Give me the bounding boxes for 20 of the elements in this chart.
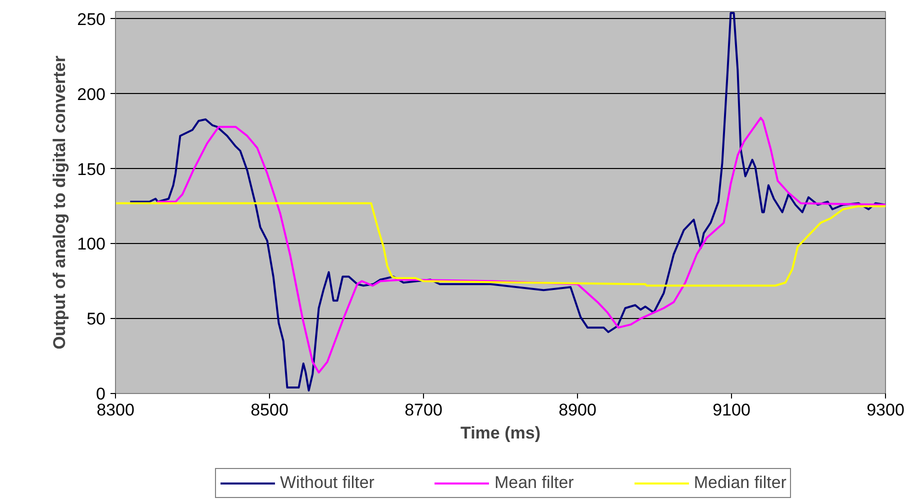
y-tick-label: 0 — [96, 384, 106, 404]
y-tick-label: 50 — [86, 310, 106, 329]
legend-label: Median filter — [694, 473, 786, 493]
y-tick-label: 100 — [77, 234, 106, 254]
legend-label: Without filter — [280, 473, 374, 493]
line-series — [116, 202, 886, 287]
legend-label: Mean filter — [494, 473, 574, 493]
x-tick-label: 8500 — [250, 400, 288, 420]
x-tick-label: 8300 — [96, 400, 134, 420]
y-tick-label: 150 — [77, 160, 106, 179]
x-tick-label: 8700 — [404, 400, 442, 420]
y-axis-title: Output of analog to digital converter — [50, 55, 70, 350]
x-axis-title: Time (ms) — [460, 424, 541, 442]
y-tick-label: 200 — [77, 84, 106, 104]
x-tick-label: 9100 — [712, 400, 750, 420]
line-series — [129, 12, 886, 392]
y-tick-label: 250 — [77, 10, 106, 29]
x-tick-label: 8900 — [558, 400, 596, 420]
line-series — [156, 116, 886, 374]
x-tick-label: 9300 — [866, 400, 904, 420]
